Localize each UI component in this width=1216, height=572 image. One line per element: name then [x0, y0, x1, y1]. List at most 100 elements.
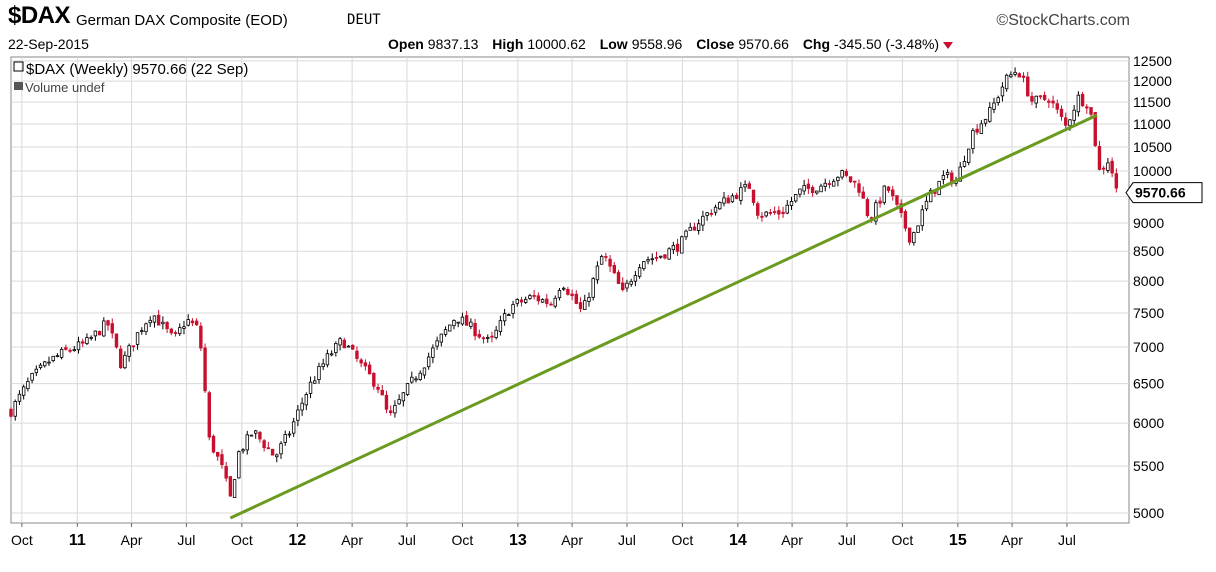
candle-body — [840, 170, 844, 178]
candle-body — [346, 345, 351, 348]
y-tick-label: 10000 — [1133, 163, 1172, 179]
candle-body — [882, 185, 887, 203]
candle-body — [945, 172, 950, 175]
candle-body — [178, 327, 182, 334]
trendline — [229, 113, 1098, 520]
candle-body — [671, 245, 676, 250]
candle-body — [532, 295, 536, 297]
candle-body — [971, 130, 975, 150]
y-axis: 5000550060006500700075008000850090009500… — [1133, 53, 1172, 521]
candle-body — [743, 183, 747, 188]
candle-body — [853, 180, 857, 183]
candle-body — [827, 183, 832, 186]
candle-body — [241, 449, 245, 452]
candle-body — [1051, 100, 1055, 104]
candle-body — [1089, 107, 1093, 115]
candle-body — [916, 225, 920, 233]
candle-body — [72, 349, 76, 352]
candle-body — [469, 321, 473, 327]
candle-body — [144, 323, 148, 333]
candle-body — [477, 333, 481, 338]
candle-body — [992, 102, 996, 110]
candle-body — [1047, 100, 1051, 103]
candle-body — [283, 434, 287, 443]
candle-body — [709, 213, 714, 215]
x-tick-label: Apr — [1001, 532, 1023, 548]
candle-body — [397, 399, 401, 405]
candle-body — [713, 206, 718, 213]
candle-body — [414, 378, 418, 381]
candle-body — [245, 434, 249, 451]
candle-body — [667, 248, 671, 260]
candle-body — [384, 394, 389, 410]
candle-body — [848, 176, 853, 183]
candle-body — [1097, 146, 1102, 170]
y-tick-label: 8500 — [1133, 243, 1164, 259]
candle-body — [85, 337, 89, 344]
candle-body — [886, 186, 891, 191]
candle-body — [659, 255, 663, 258]
y-tick-label: 11500 — [1133, 94, 1171, 110]
candle-body — [17, 393, 22, 402]
candle-body — [621, 282, 625, 291]
candle-body — [861, 191, 865, 199]
open-value: 9837.13 — [427, 36, 479, 52]
candle-body — [338, 338, 342, 346]
candle-body — [313, 380, 317, 384]
candle-body — [376, 386, 380, 390]
candle-body — [135, 332, 140, 345]
candle-body — [646, 259, 650, 262]
copyright-icon: © — [996, 12, 1009, 29]
high-value: 10000.62 — [527, 36, 586, 52]
candle-body — [232, 479, 237, 498]
candle-body — [536, 295, 541, 302]
legend-volume: Volume undef — [25, 80, 105, 95]
chart-legend: $DAX (Weekly) 9570.66 (22 Sep) Volume un… — [13, 61, 248, 95]
candle-body — [983, 118, 988, 124]
candle-body — [524, 299, 528, 303]
candle-body — [448, 324, 452, 332]
candle-body — [93, 330, 98, 337]
chg-value: -345.50 (-3.48%) — [834, 36, 940, 52]
candle-body — [237, 451, 241, 479]
candle-body — [203, 347, 207, 392]
candle-body — [388, 410, 393, 414]
candle-body — [962, 161, 967, 167]
candles — [9, 67, 1119, 498]
candle-body — [557, 290, 562, 299]
candle-body — [785, 204, 789, 214]
candle-body — [912, 232, 916, 244]
x-tick-label: Apr — [561, 532, 583, 548]
low-label: Low — [599, 36, 628, 52]
candle-body — [823, 182, 827, 187]
candle-body — [874, 202, 878, 222]
candle-body — [929, 189, 933, 203]
candle-body — [578, 302, 583, 310]
candle-body — [1080, 93, 1085, 107]
x-tick-label: Apr — [781, 532, 803, 548]
candle-body — [1110, 160, 1114, 174]
brand-logo[interactable]: ©StockCharts.com — [996, 12, 1130, 30]
candle-body — [481, 337, 486, 340]
candle-body — [102, 320, 106, 337]
candle-body — [490, 335, 494, 338]
candle-body — [329, 353, 334, 356]
candle-body — [401, 392, 406, 402]
quote-date: 22-Sep-2015 — [8, 36, 89, 52]
candle-body — [367, 364, 372, 375]
candle-body — [118, 348, 123, 369]
candle-body — [110, 323, 114, 334]
candle-body — [372, 373, 376, 387]
candle-body — [815, 190, 819, 194]
candle-body — [287, 433, 292, 436]
candle-body — [696, 223, 701, 231]
candle-body — [1034, 95, 1038, 104]
candle-body — [308, 381, 313, 394]
grid — [11, 57, 1129, 523]
y-tick-label: 12500 — [1133, 53, 1172, 69]
x-tick-label: Oct — [11, 532, 33, 548]
x-tick-label: Jul — [838, 532, 856, 548]
candle-body — [190, 320, 195, 324]
candle-body — [81, 341, 85, 344]
